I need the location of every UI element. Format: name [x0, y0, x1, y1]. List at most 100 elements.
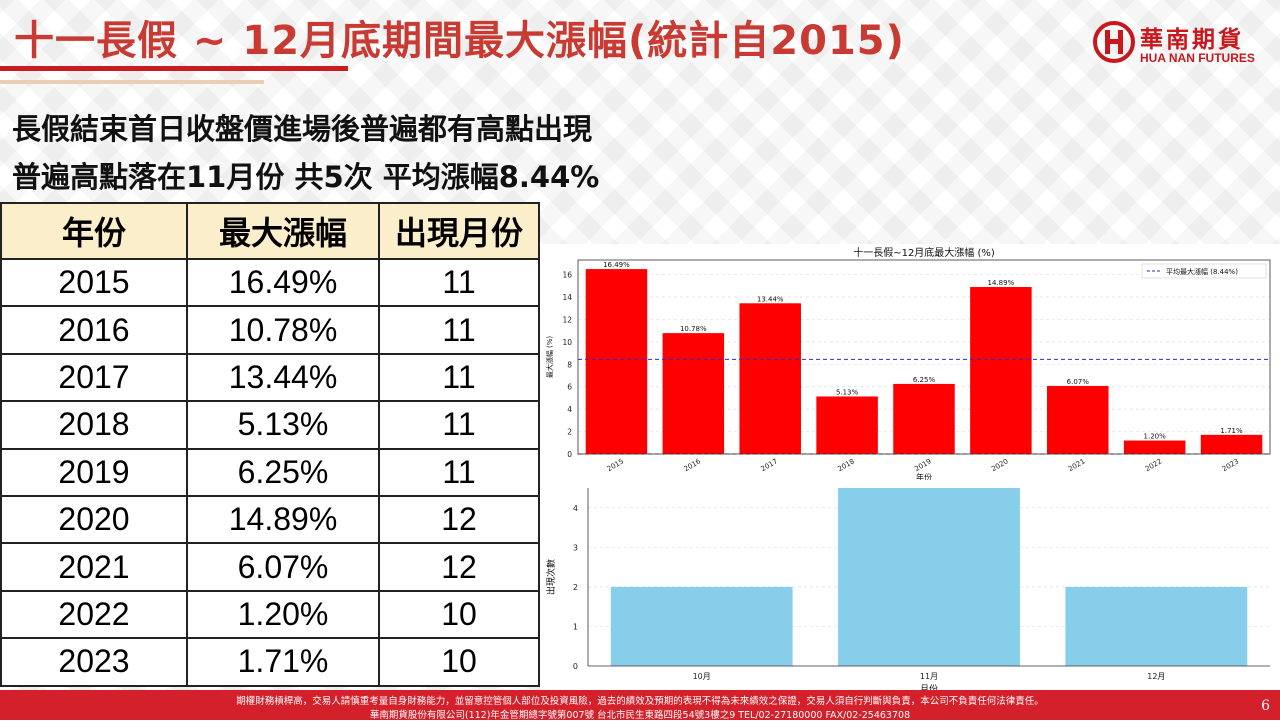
y-tick-label: 2 [573, 583, 578, 592]
cell-month: 10 [378, 589, 540, 640]
y-tick-label: 0 [573, 662, 578, 671]
table-row: 2022 1.20% 10 [0, 589, 540, 640]
company-logo: 華南期貨 HUA NAN FUTURES [1092, 20, 1262, 68]
y-axis-label: 出現次數 [545, 559, 557, 595]
y-tick-label: 12 [562, 315, 572, 324]
table-row: 2021 6.07% 12 [0, 542, 540, 592]
bar [1123, 440, 1186, 454]
table-row: 2019 6.25% 11 [0, 447, 540, 497]
y-tick-label: 4 [573, 504, 578, 513]
bar [893, 383, 955, 454]
data-label: 1.20% [1144, 433, 1167, 441]
y-tick-label: 10 [562, 338, 572, 347]
y-tick-label: 3 [573, 543, 578, 552]
bar [970, 287, 1032, 454]
data-label: 10.78% [680, 325, 707, 333]
table-header-row: 年份 最大漲幅 出現月份 [0, 202, 540, 260]
bar [610, 586, 793, 666]
title-underline-tan [0, 80, 264, 84]
cell-month: 11 [378, 447, 540, 497]
header-year: 年份 [0, 202, 188, 260]
cell-year: 2016 [0, 305, 188, 355]
cell-max-gain: 10.78% [186, 305, 380, 355]
x-tick-label: 11月 [920, 672, 938, 681]
y-tick-label: 8 [567, 360, 572, 369]
page-title: 十一長假 ~ 12月底期間最大漲幅(統計自2015) [14, 18, 905, 64]
subtitle-line-2: 普遍高點落在11月份 共5次 平均漲幅8.44% [12, 160, 600, 194]
x-tick-label: 2018 [836, 457, 855, 473]
header-max-gain: 最大漲幅 [186, 202, 380, 260]
cell-month: 10 [378, 637, 540, 687]
x-axis-label: 年份 [916, 472, 932, 480]
cell-max-gain: 14.89% [186, 494, 380, 545]
bar [1065, 586, 1248, 666]
x-tick-label: 2020 [990, 457, 1009, 473]
cell-year: 2023 [0, 637, 188, 687]
y-tick-label: 0 [567, 450, 572, 459]
cell-year: 2020 [0, 494, 188, 545]
chart-title: 十一長假~12月底最大漲幅 (%) [853, 246, 995, 259]
bar [662, 333, 725, 454]
data-label: 1.71% [1220, 427, 1243, 435]
cell-max-gain: 6.25% [186, 447, 380, 497]
bar [816, 396, 878, 454]
legend-label: 平均最大漲幅 (8.44%) [1166, 267, 1238, 276]
x-tick-label: 2015 [606, 457, 625, 473]
cell-month: 11 [378, 400, 540, 450]
y-tick-label: 6 [567, 383, 572, 392]
table-row: 2020 14.89% 12 [0, 494, 540, 545]
x-tick-label: 2023 [1221, 457, 1240, 473]
x-tick-label: 10月 [693, 672, 711, 681]
bar [1047, 385, 1109, 454]
table-row: 2018 5.13% 11 [0, 400, 540, 450]
x-tick-label: 2017 [760, 457, 779, 473]
cell-max-gain: 5.13% [186, 400, 380, 450]
cell-max-gain: 1.20% [186, 589, 380, 640]
cell-year: 2015 [0, 257, 188, 308]
bar [585, 269, 648, 454]
data-label: 6.25% [913, 376, 936, 384]
table-row: 2023 1.71% 10 [0, 637, 540, 687]
data-label: 14.89% [988, 279, 1015, 287]
y-axis-label: 最大漲幅 (%) [545, 336, 554, 379]
cell-month: 12 [378, 494, 540, 545]
legend-box [1141, 263, 1267, 279]
footer-bar: 期權財務槓桿高，交易人請慎重考量自身財務能力，並留意控管個人部位及投資風險，過去… [0, 690, 1280, 721]
y-tick-label: 16 [562, 271, 572, 280]
logo-chinese-name: 華南期貨 [1140, 27, 1244, 53]
title-underline-red [0, 66, 348, 71]
cell-year: 2022 [0, 589, 188, 640]
footer-disclaimer: 期權財務槓桿高，交易人請慎重考量自身財務能力，並留意控管個人部位及投資風險，過去… [236, 696, 1044, 707]
cell-month: 12 [378, 542, 540, 592]
data-label: 16.49% [603, 261, 630, 269]
x-tick-label: 2021 [1067, 457, 1086, 473]
cell-max-gain: 16.49% [186, 257, 380, 308]
cell-month: 11 [378, 305, 540, 355]
y-tick-label: 1 [573, 622, 578, 631]
x-tick-label: 2019 [913, 457, 932, 473]
table-row: 2016 10.78% 11 [0, 305, 540, 355]
subtitle-line-1: 長假結束首日收盤價進場後普遍都有高點出現 [12, 112, 593, 146]
hua-nan-logo-icon [1093, 21, 1135, 63]
data-label: 5.13% [836, 388, 859, 396]
cell-month: 11 [378, 352, 540, 403]
cell-max-gain: 6.07% [186, 542, 380, 592]
max-gain-bar-chart: 十一長假~12月底最大漲幅 (%) 0 2 4 6 8 10 12 14 16 16.49% 2015… [545, 246, 1271, 482]
data-label: 6.07% [1067, 378, 1090, 386]
y-tick-label: 4 [567, 405, 572, 414]
header-month: 出現月份 [378, 202, 540, 260]
max-gain-table: 年份 最大漲幅 出現月份 2015 16.49% 11 2016 10.78% 11 2… [0, 202, 540, 687]
logo-english-name: HUA NAN FUTURES [1140, 51, 1255, 65]
bar [838, 488, 1020, 666]
x-tick-label: 12月 [1147, 672, 1165, 681]
cell-month: 11 [378, 257, 540, 308]
cell-year: 2019 [0, 447, 188, 497]
cell-year: 2021 [0, 542, 188, 592]
page-number: 6 [1261, 698, 1270, 714]
chart-panel: 十一長假~12月底最大漲幅 (%) 0 2 4 6 8 10 12 14 16 16.49% 2015… [540, 244, 1280, 695]
cell-year: 2017 [0, 352, 188, 403]
bar [739, 303, 801, 454]
month-count-bar-chart: 0123410月11月12月月份出現次數 [545, 488, 1270, 695]
cell-max-gain: 1.71% [186, 637, 380, 687]
bar [1200, 434, 1263, 454]
